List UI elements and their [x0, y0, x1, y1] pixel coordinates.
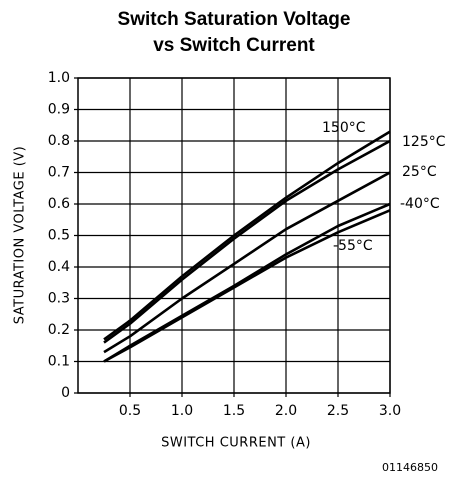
series-line: [103, 139, 391, 344]
y-tick-label: 0.7: [48, 165, 70, 181]
x-tick-label: 1.0: [171, 403, 193, 419]
x-axis-label: SWITCH CURRENT (A): [161, 436, 311, 451]
chart-title: vs Switch Current: [153, 35, 315, 56]
series-line: [103, 171, 391, 354]
series-line: [103, 202, 391, 363]
series-line: [103, 209, 391, 363]
y-tick-label: 0.5: [48, 228, 70, 244]
series-label: -40°C: [400, 196, 440, 212]
y-tick-label: 0.8: [48, 133, 70, 149]
x-tick-label: 2.0: [275, 403, 297, 419]
series-label: 25°C: [402, 164, 437, 180]
y-tick-label: 0.1: [48, 354, 70, 370]
y-tick-label: 1.0: [48, 70, 70, 86]
y-tick-label: 0.4: [48, 259, 70, 275]
series-line: [103, 130, 391, 341]
footnote: 01146850: [382, 461, 438, 474]
x-tick-label: 3.0: [379, 403, 401, 419]
x-tick-label: 2.5: [327, 403, 349, 419]
y-axis-label: SATURATION VOLTAGE (V): [13, 146, 28, 325]
y-tick-label: 0.6: [48, 196, 70, 212]
y-tick-label: 0.2: [48, 322, 70, 338]
series-label: 150°C: [322, 120, 366, 136]
series-label: 125°C: [402, 134, 446, 150]
y-tick-label: 0.9: [48, 102, 70, 118]
x-tick-label: 1.5: [223, 403, 245, 419]
series-label: -55°C: [333, 238, 373, 254]
chart-title: Switch Saturation Voltage: [118, 9, 351, 30]
y-tick-label: 0: [61, 385, 70, 401]
x-tick-label: 0.5: [119, 403, 141, 419]
y-tick-label: 0.3: [48, 291, 70, 307]
